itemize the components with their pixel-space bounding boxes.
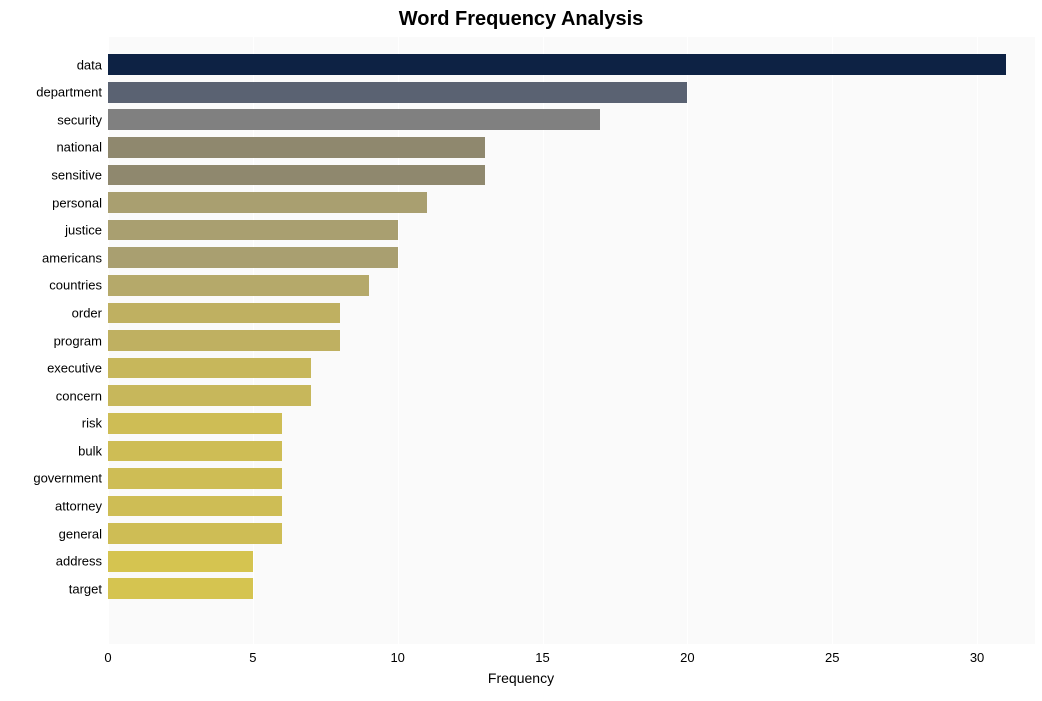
bar [108, 82, 687, 103]
bar [108, 358, 311, 379]
y-tick-label: attorney [55, 499, 102, 514]
x-axis-title: Frequency [0, 670, 1042, 686]
bar-row [108, 441, 1035, 462]
y-tick-label: bulk [78, 443, 102, 458]
bar-row [108, 192, 1035, 213]
y-tick-label: data [77, 57, 102, 72]
bar-row [108, 578, 1035, 599]
bar [108, 385, 311, 406]
bar [108, 578, 253, 599]
y-tick-label: target [69, 581, 102, 596]
bar [108, 137, 485, 158]
bar-row [108, 330, 1035, 351]
bar-row [108, 109, 1035, 130]
x-tick-label: 30 [970, 650, 984, 665]
bar-row [108, 54, 1035, 75]
bar-row [108, 385, 1035, 406]
y-tick-label: government [33, 471, 102, 486]
x-tick-label: 5 [249, 650, 256, 665]
bar [108, 54, 1006, 75]
y-tick-label: order [72, 305, 102, 320]
bar-row [108, 551, 1035, 572]
bar [108, 165, 485, 186]
y-tick-label: department [36, 85, 102, 100]
y-tick-label: americans [42, 250, 102, 265]
x-tick-label: 15 [535, 650, 549, 665]
bar [108, 247, 398, 268]
bar [108, 220, 398, 241]
y-tick-label: security [57, 112, 102, 127]
bar-row [108, 468, 1035, 489]
bar [108, 303, 340, 324]
bar-row [108, 358, 1035, 379]
bar [108, 523, 282, 544]
bar-row [108, 165, 1035, 186]
bar-row [108, 523, 1035, 544]
x-tick-label: 10 [390, 650, 404, 665]
y-tick-label: address [56, 554, 102, 569]
y-tick-label: program [54, 333, 102, 348]
bar-row [108, 137, 1035, 158]
y-tick-label: risk [82, 416, 102, 431]
bar [108, 468, 282, 489]
x-tick-label: 0 [104, 650, 111, 665]
bar [108, 496, 282, 517]
bar [108, 330, 340, 351]
y-tick-label: justice [65, 223, 102, 238]
y-tick-label: concern [56, 388, 102, 403]
chart-container: Word Frequency Analysis Frequency 0 5 10 15… [0, 0, 1042, 701]
y-tick-label: countries [49, 278, 102, 293]
bar [108, 192, 427, 213]
bar-row [108, 247, 1035, 268]
chart-title: Word Frequency Analysis [0, 8, 1042, 31]
y-tick-label: executive [47, 361, 102, 376]
bar [108, 441, 282, 462]
x-tick-label: 20 [680, 650, 694, 665]
bar-row [108, 82, 1035, 103]
y-tick-label: general [59, 526, 102, 541]
bar [108, 551, 253, 572]
bar-row [108, 496, 1035, 517]
bar [108, 413, 282, 434]
bar-row [108, 275, 1035, 296]
bar [108, 109, 600, 130]
bar-row [108, 303, 1035, 324]
plot-area [108, 37, 1035, 644]
bar-row [108, 220, 1035, 241]
y-tick-label: sensitive [51, 167, 102, 182]
bar-row [108, 413, 1035, 434]
bar [108, 275, 369, 296]
y-tick-label: personal [52, 195, 102, 210]
x-tick-label: 25 [825, 650, 839, 665]
y-tick-label: national [56, 140, 102, 155]
